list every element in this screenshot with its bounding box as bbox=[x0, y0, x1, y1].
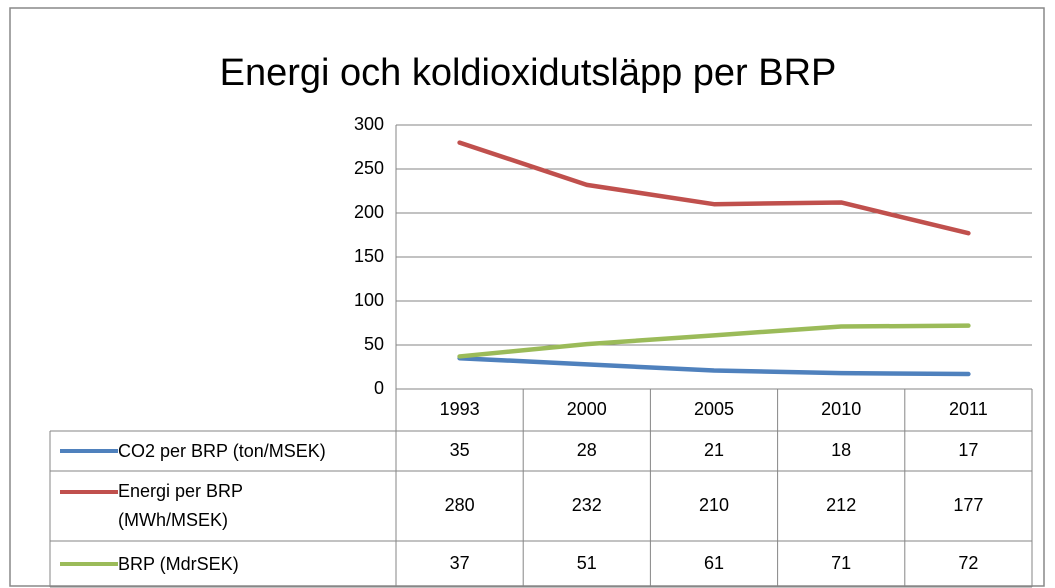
table-value: 17 bbox=[958, 440, 978, 460]
series-line bbox=[457, 140, 971, 236]
x-tick-label: 2000 bbox=[567, 399, 607, 419]
table-value: 280 bbox=[445, 495, 475, 515]
legend-label-wrap: CO2 per BRP (ton/MSEK) bbox=[118, 431, 388, 471]
x-tick-label: 2011 bbox=[949, 399, 988, 419]
table-value: 51 bbox=[577, 553, 597, 573]
table-value: 28 bbox=[577, 440, 597, 460]
chart-title: Energi och koldioxidutsläpp per BRP bbox=[220, 52, 837, 94]
legend-label-box: BRP (MdrSEK) bbox=[118, 541, 388, 587]
x-tick-label: 1993 bbox=[440, 399, 480, 419]
series-line bbox=[457, 323, 971, 359]
table-value: 37 bbox=[450, 553, 470, 573]
table-value: 71 bbox=[831, 553, 851, 573]
y-tick-label: 200 bbox=[354, 202, 384, 222]
y-tick-label: 150 bbox=[354, 246, 384, 266]
legend-label-wrap: BRP (MdrSEK) bbox=[118, 541, 388, 587]
chart-border bbox=[9, 7, 1045, 587]
y-tick-label: 100 bbox=[354, 290, 384, 310]
legend-label-wrap: Energi per BRP (MWh/MSEK) bbox=[118, 471, 278, 541]
legend-label: CO2 per BRP (ton/MSEK) bbox=[118, 440, 326, 461]
y-tick-label: 250 bbox=[354, 158, 384, 178]
table-value: 72 bbox=[958, 553, 978, 573]
y-tick-label: 50 bbox=[364, 334, 384, 354]
table-value: 18 bbox=[831, 440, 851, 460]
table-value: 35 bbox=[450, 440, 470, 460]
y-tick-label: 0 bbox=[374, 378, 384, 398]
table-value: 61 bbox=[704, 553, 724, 573]
series-line bbox=[457, 355, 971, 377]
legend-label: Energi per BRP (MWh/MSEK) bbox=[118, 481, 243, 530]
legend-label: BRP (MdrSEK) bbox=[118, 553, 239, 574]
table-value: 21 bbox=[704, 440, 724, 460]
table-value: 232 bbox=[572, 495, 602, 515]
y-tick-label: 300 bbox=[354, 114, 384, 134]
table-value: 210 bbox=[699, 495, 729, 515]
x-tick-label: 2005 bbox=[694, 399, 734, 419]
table-value: 212 bbox=[826, 495, 856, 515]
x-tick-label: 2010 bbox=[821, 399, 861, 419]
table-value: 177 bbox=[953, 495, 983, 515]
legend-label-box: CO2 per BRP (ton/MSEK) bbox=[118, 431, 388, 471]
legend-label-box: Energi per BRP (MWh/MSEK) bbox=[118, 471, 278, 541]
